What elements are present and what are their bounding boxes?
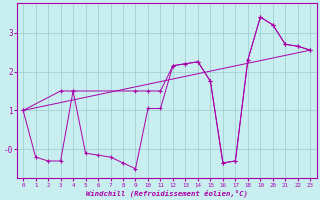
- X-axis label: Windchill (Refroidissement éolien,°C): Windchill (Refroidissement éolien,°C): [86, 189, 248, 197]
